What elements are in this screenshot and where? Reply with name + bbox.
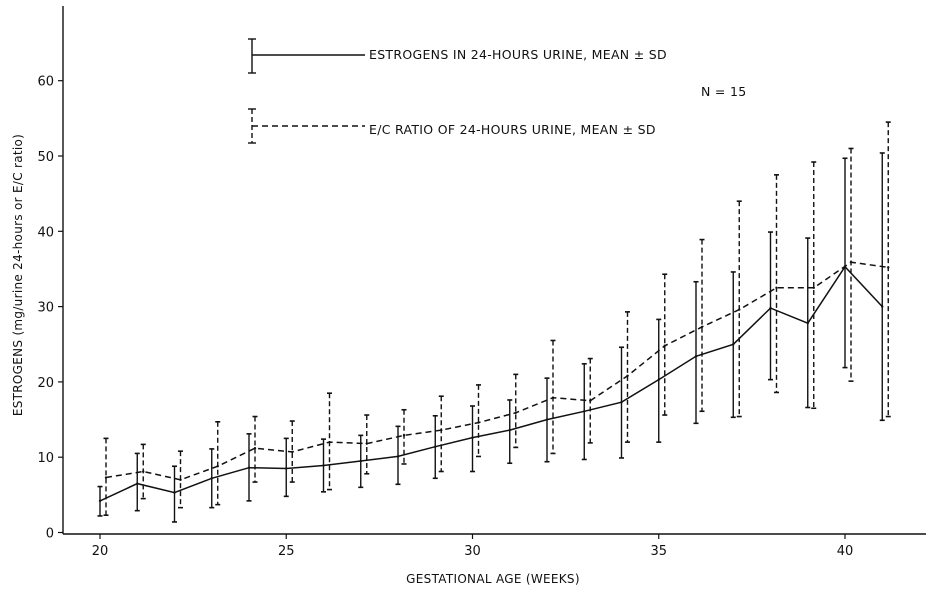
legend-label-n: N = 15 [701, 84, 746, 99]
x-tick-label: 20 [92, 544, 109, 559]
data-point-estrogens [583, 410, 586, 413]
legend: ESTROGENS IN 24-HOURS URINE, MEAN ± SD N… [248, 38, 746, 144]
data-point-ec-ratio [849, 260, 853, 264]
data-point-ec-ratio [216, 465, 219, 468]
y-tick-label: 20 [37, 376, 54, 391]
data-point-estrogens [247, 466, 251, 469]
x-axis-title: GESTATIONAL AGE (WEEKS) [406, 572, 580, 586]
data-point-ec-ratio [365, 442, 368, 445]
data-point-ec-ratio [551, 396, 555, 399]
data-point-estrogens [806, 321, 809, 325]
data-point-estrogens [732, 343, 735, 346]
x-tick-label: 40 [837, 544, 854, 559]
y-tick-label: 60 [37, 75, 54, 90]
data-point-estrogens [657, 378, 660, 381]
data-point-ec-ratio [626, 374, 629, 378]
data-point-ec-ratio [477, 421, 480, 424]
plot-area [97, 121, 891, 523]
y-tick-label: 30 [37, 301, 54, 316]
data-point-estrogens [98, 499, 102, 503]
data-point-ec-ratio [887, 266, 890, 269]
data-point-ec-ratio [514, 411, 517, 414]
data-point-ec-ratio [179, 478, 182, 481]
data-point-ec-ratio [440, 428, 443, 432]
data-point-estrogens [881, 305, 884, 308]
data-point-estrogens [769, 306, 772, 310]
x-tick-label: 30 [464, 544, 481, 559]
data-point-ec-ratio [700, 325, 704, 329]
y-tick-label: 50 [37, 150, 54, 165]
axes [58, 6, 926, 539]
series-line-ec-ratio [105, 261, 889, 481]
data-point-ec-ratio [104, 476, 108, 479]
data-point-estrogens [359, 459, 362, 463]
data-point-estrogens [694, 355, 698, 358]
data-point-estrogens [322, 464, 325, 467]
x-tick-label: 35 [650, 544, 667, 559]
data-point-ec-ratio [142, 470, 145, 473]
data-point-estrogens [545, 418, 549, 421]
data-point-estrogens [508, 428, 511, 432]
data-point-estrogens [285, 467, 288, 470]
data-point-ec-ratio [253, 446, 257, 450]
data-point-estrogens [173, 491, 176, 494]
series-line-estrogens [99, 265, 883, 502]
data-point-ec-ratio [589, 399, 592, 402]
data-point-estrogens [620, 401, 623, 404]
y-tick-label: 0 [46, 527, 54, 542]
data-point-ec-ratio [738, 308, 741, 311]
data-point-ec-ratio [402, 434, 406, 437]
data-point-ec-ratio [812, 286, 815, 289]
legend-label-ec-ratio: E/C RATIO OF 24-HOURS URINE, MEAN ± SD [369, 122, 656, 137]
data-point-estrogens [210, 477, 213, 480]
data-point-estrogens [396, 455, 400, 458]
y-tick-label: 40 [37, 225, 54, 240]
data-point-estrogens [471, 436, 474, 439]
data-point-estrogens [434, 445, 437, 448]
data-point-ec-ratio [291, 450, 294, 454]
data-point-ec-ratio [328, 440, 331, 444]
tick-labels: 0 10 20 30 40 50 60 20 25 30 35 40 [37, 75, 853, 559]
legend-label-estrogens: ESTROGENS IN 24-HOURS URINE, MEAN ± SD [369, 47, 667, 62]
x-tick-label: 25 [278, 544, 295, 559]
data-point-estrogens [136, 482, 139, 485]
y-tick-label: 10 [37, 451, 54, 466]
data-point-ec-ratio [775, 286, 778, 289]
y-axis-title: ESTROGENS (mg/urine 24-hours or E/C rati… [11, 134, 25, 416]
data-point-ec-ratio [663, 344, 666, 347]
